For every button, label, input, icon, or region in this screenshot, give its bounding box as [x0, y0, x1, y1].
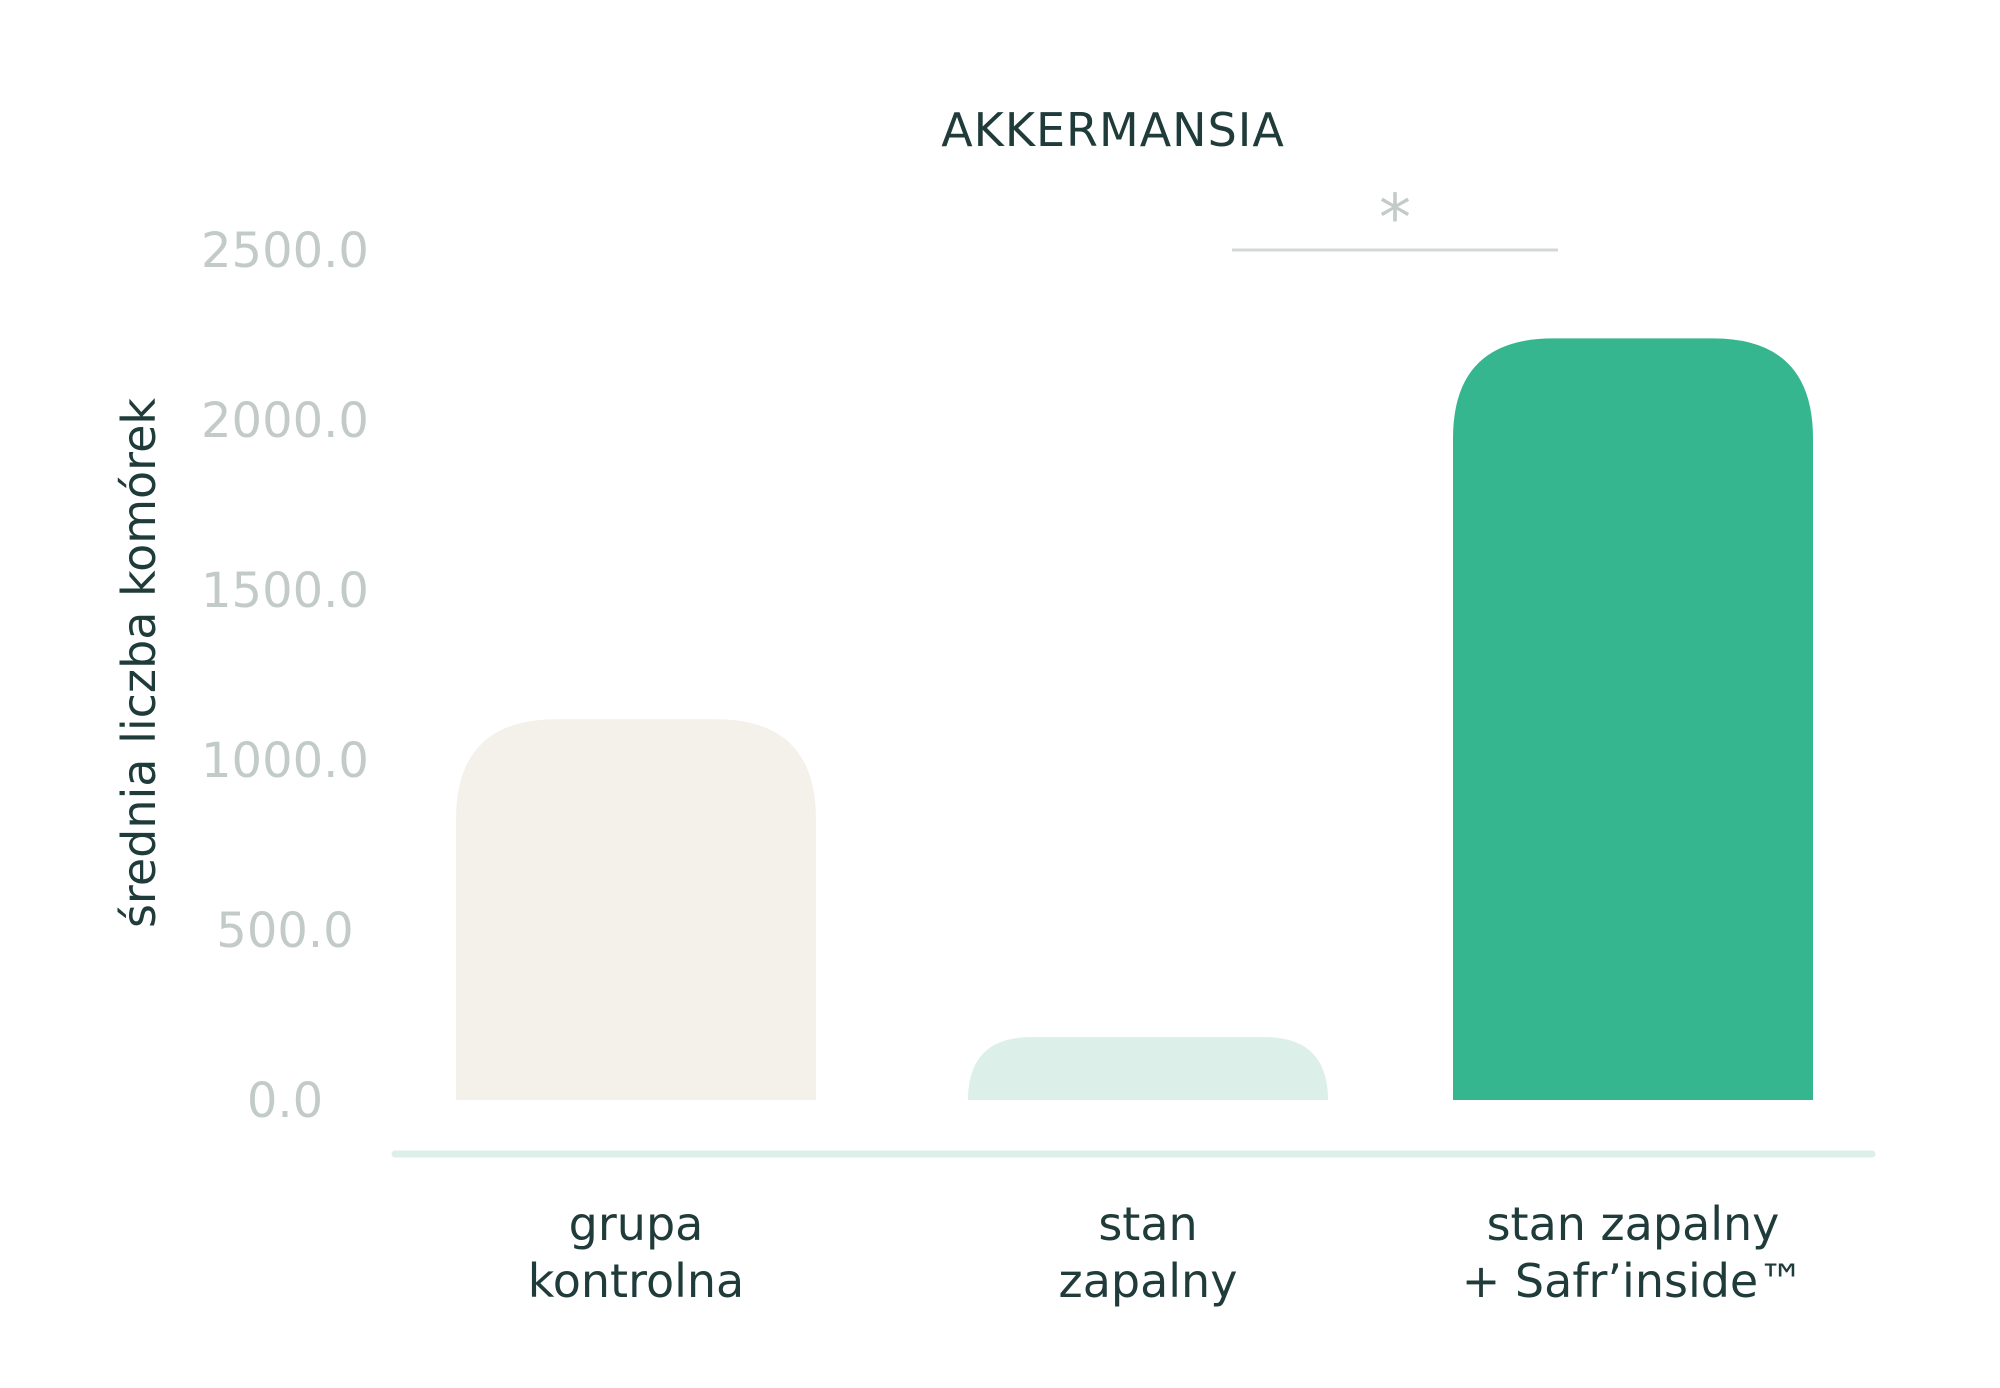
- y-tick-label: 2500.0: [201, 223, 369, 279]
- y-tick-label: 1500.0: [201, 563, 369, 619]
- category-label: zapalny: [1059, 1254, 1238, 1308]
- bar: [1453, 338, 1813, 1100]
- y-tick-label: 500.0: [216, 903, 353, 959]
- category-label: stan zapalny: [1487, 1197, 1780, 1251]
- chart-title: AKKERMANSIA: [941, 103, 1285, 157]
- y-tick-label: 0.0: [247, 1073, 323, 1129]
- category-label: + Safr’inside™: [1462, 1254, 1804, 1308]
- category-label: stan: [1098, 1197, 1197, 1251]
- bar: [456, 719, 816, 1100]
- significance-marker: *: [1379, 182, 1411, 256]
- y-tick-label: 1000.0: [201, 733, 369, 789]
- y-tick-label: 2000.0: [201, 393, 369, 449]
- bar: [968, 1037, 1328, 1100]
- category-label: grupa: [569, 1197, 704, 1251]
- y-axis-ticks: 0.0 500.0 1000.0 1500.0 2000.0 2500.0: [201, 223, 369, 1129]
- significance-bracket: *: [1232, 182, 1558, 256]
- y-axis-label: średnia liczba komórek: [112, 398, 166, 928]
- category-label: kontrolna: [528, 1254, 745, 1308]
- bars: [456, 338, 1813, 1100]
